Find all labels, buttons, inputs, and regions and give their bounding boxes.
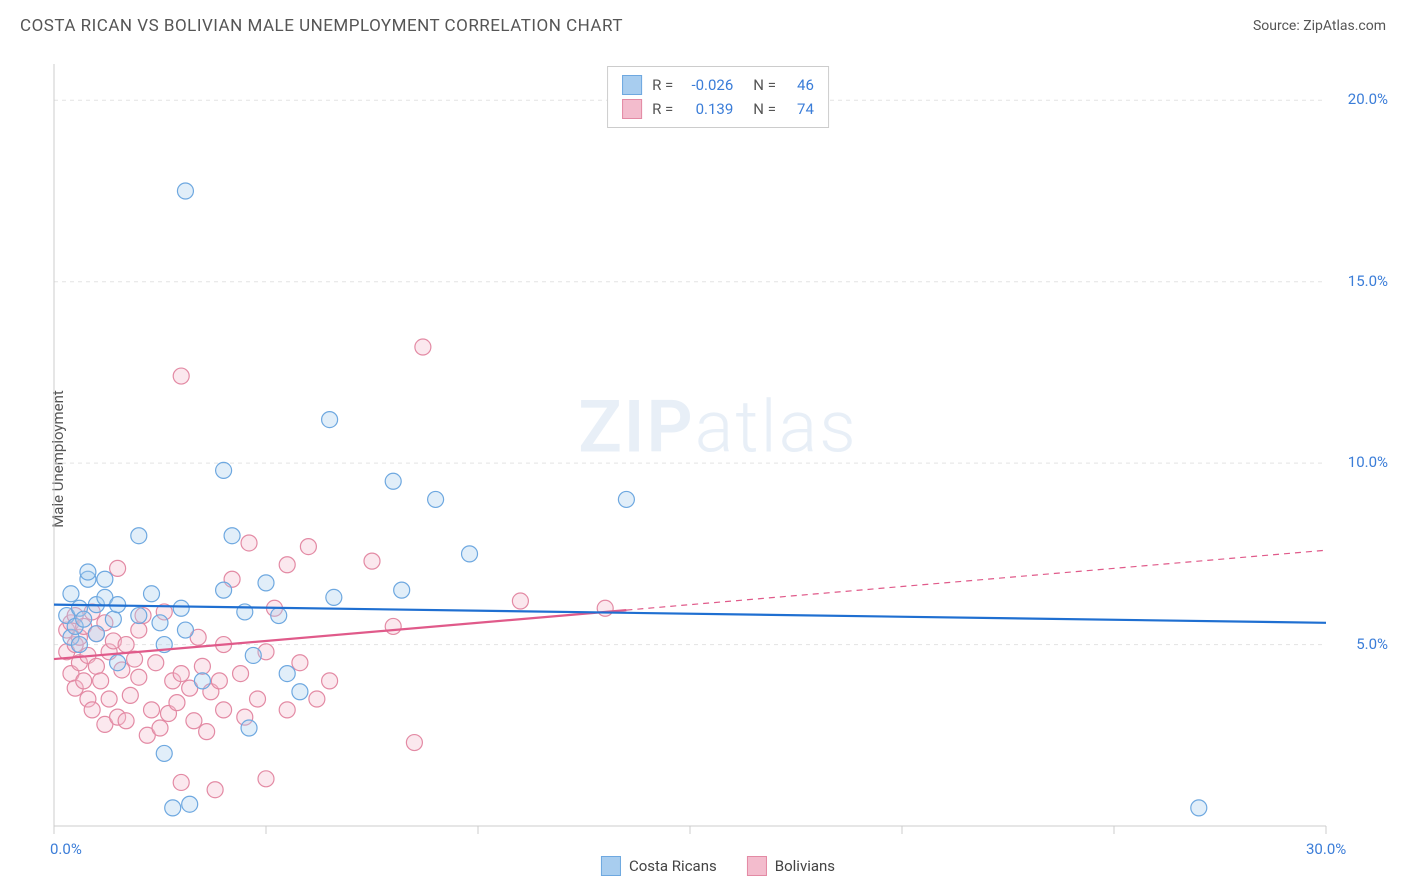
legend-statistics: R = -0.026 N = 46 R = 0.139 N = 74 [607, 66, 829, 128]
legend-item-bolivians: Bolivians [747, 856, 835, 876]
legend-row-costa-ricans: R = -0.026 N = 46 [622, 73, 814, 97]
y-tick-label: 15.0% [1348, 272, 1388, 290]
chart-title: COSTA RICAN VS BOLIVIAN MALE UNEMPLOYMEN… [20, 16, 623, 36]
r-value-costa-ricans: -0.026 [683, 76, 733, 94]
y-tick-label: 10.0% [1348, 453, 1388, 471]
y-tick-label: 5.0% [1356, 635, 1388, 653]
swatch-bolivians-icon [747, 856, 767, 876]
source-label: Source: ZipAtlas.com [1253, 18, 1386, 34]
scatter-plot [50, 60, 1386, 840]
x-tick-label: 30.0% [1306, 840, 1346, 858]
swatch-costa-ricans-icon [601, 856, 621, 876]
y-tick-label: 20.0% [1348, 90, 1388, 108]
chart-area: Male Unemployment ZIPatlas R = -0.026 N … [50, 60, 1386, 840]
legend-item-costa-ricans: Costa Ricans [601, 856, 717, 876]
n-value-bolivians: 74 [786, 100, 814, 118]
x-tick-label: 0.0% [50, 840, 82, 858]
legend-series: Costa Ricans Bolivians [601, 856, 835, 876]
swatch-costa-ricans [622, 75, 642, 95]
legend-row-bolivians: R = 0.139 N = 74 [622, 97, 814, 121]
n-value-costa-ricans: 46 [786, 76, 814, 94]
r-value-bolivians: 0.139 [683, 100, 733, 118]
swatch-bolivians [622, 99, 642, 119]
